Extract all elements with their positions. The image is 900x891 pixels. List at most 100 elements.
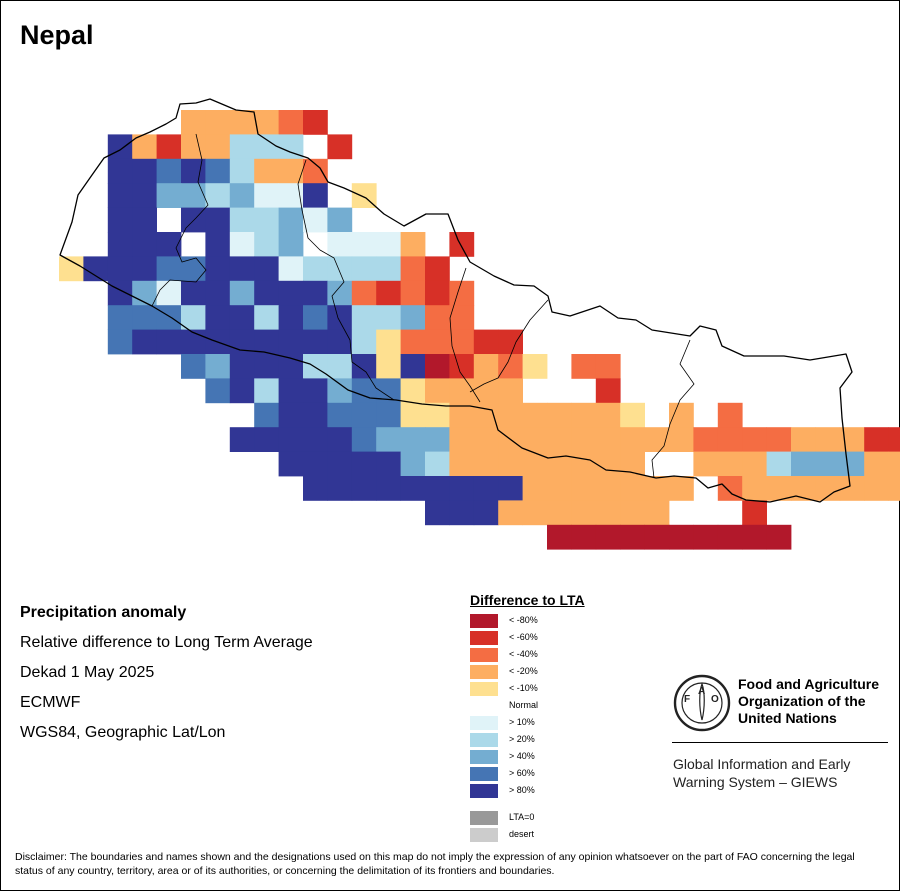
grid-cell (327, 354, 353, 379)
grid-cell (400, 305, 426, 330)
grid-cell (791, 451, 816, 477)
grid-cell (278, 232, 304, 257)
grid-cell (669, 427, 694, 452)
grid-cell (742, 524, 767, 550)
grid-cell (303, 378, 328, 404)
grid-cell (425, 305, 450, 330)
grid-cell (254, 110, 279, 135)
grid-cell (278, 402, 304, 428)
grid-cell (376, 232, 401, 257)
grid-cell (717, 402, 743, 428)
grid-cell (498, 500, 523, 526)
grid-cell (376, 354, 401, 379)
grid-cell (107, 256, 133, 282)
grid-cell (547, 451, 572, 477)
grid-cell (205, 232, 231, 257)
grid-cell (449, 378, 475, 404)
grid-cell (522, 500, 548, 526)
grid-cell (595, 476, 621, 501)
grid-cell (571, 354, 597, 379)
grid-cell (181, 280, 206, 306)
grid-cell (278, 110, 304, 135)
grid-cell (425, 378, 450, 404)
fao-name: Food and Agriculture Organization of the… (738, 676, 879, 727)
grid-cell (425, 256, 450, 282)
grid-cell (132, 183, 157, 208)
grid-cell (229, 134, 255, 160)
grid-cell (498, 402, 523, 428)
grid-cell (620, 524, 645, 550)
grid-cell (303, 256, 328, 282)
grid-cell (254, 354, 279, 379)
grid-cell (864, 427, 889, 452)
svg-text:O: O (711, 694, 719, 705)
grid-cell (693, 427, 719, 452)
grid-cell (595, 500, 621, 526)
grid-cell (327, 305, 353, 330)
grid-cell (595, 378, 621, 404)
grid-cell (181, 305, 206, 330)
grid-cell (205, 110, 231, 135)
legend-label: desert (509, 829, 535, 839)
grid-cell (156, 232, 182, 257)
legend-swatch (470, 750, 498, 764)
grid-cell (107, 183, 133, 208)
grid-cell (278, 378, 304, 404)
grid-cell (303, 158, 328, 184)
legend-swatch (470, 665, 498, 679)
grid-cell (425, 500, 450, 526)
grid-cell (156, 183, 182, 208)
grid-cell (376, 402, 401, 428)
legend-label: > 60% (509, 768, 535, 778)
legend-swatch (470, 767, 498, 781)
grid-cell (132, 305, 157, 330)
grid-cell (522, 354, 548, 379)
grid-cell (107, 329, 133, 355)
info-description: Relative difference to Long Term Average (20, 634, 313, 651)
grid-cell (156, 158, 182, 184)
legend-label: LTA=0 (509, 812, 535, 822)
grid-cell (376, 329, 401, 355)
grid-cell (425, 354, 450, 379)
grid-cell (522, 427, 548, 452)
legend-label: > 40% (509, 751, 535, 761)
grid-cell (376, 305, 401, 330)
grid-cell (791, 476, 816, 501)
grid-cell (742, 476, 767, 501)
grid-cell (644, 476, 670, 501)
grid-cell (107, 232, 133, 257)
grid-cell (449, 427, 475, 452)
grid-cell (400, 451, 426, 477)
grid-cell (473, 500, 499, 526)
info-source: ECMWF (20, 694, 81, 711)
grid-cell (303, 451, 328, 477)
legend-swatch (470, 733, 498, 747)
legend-title: Difference to LTA (470, 592, 585, 608)
grid-cell (254, 378, 279, 404)
grid-cell (864, 476, 889, 501)
grid-cell (742, 500, 767, 526)
grid-cell (742, 451, 767, 477)
grid-cell (205, 354, 231, 379)
grid-cell (327, 329, 353, 355)
grid-cell (254, 280, 279, 306)
grid-cell (425, 329, 450, 355)
grid-cell (229, 427, 255, 452)
grid-cell (644, 524, 670, 550)
grid-cell (181, 354, 206, 379)
grid-cell (498, 329, 523, 355)
grid-cell (888, 476, 900, 501)
grid-cell (498, 378, 523, 404)
grid-cell (571, 427, 597, 452)
grid-cell (571, 524, 597, 550)
grid-cell (107, 207, 133, 233)
grid-cell (547, 427, 572, 452)
grid-cell (229, 305, 255, 330)
grid-cell (595, 402, 621, 428)
grid-cell (473, 476, 499, 501)
grid-cell (327, 280, 353, 306)
grid-cell (351, 354, 377, 379)
grid-cell (327, 451, 353, 477)
grid-cell (449, 500, 475, 526)
legend-swatch (470, 716, 498, 730)
